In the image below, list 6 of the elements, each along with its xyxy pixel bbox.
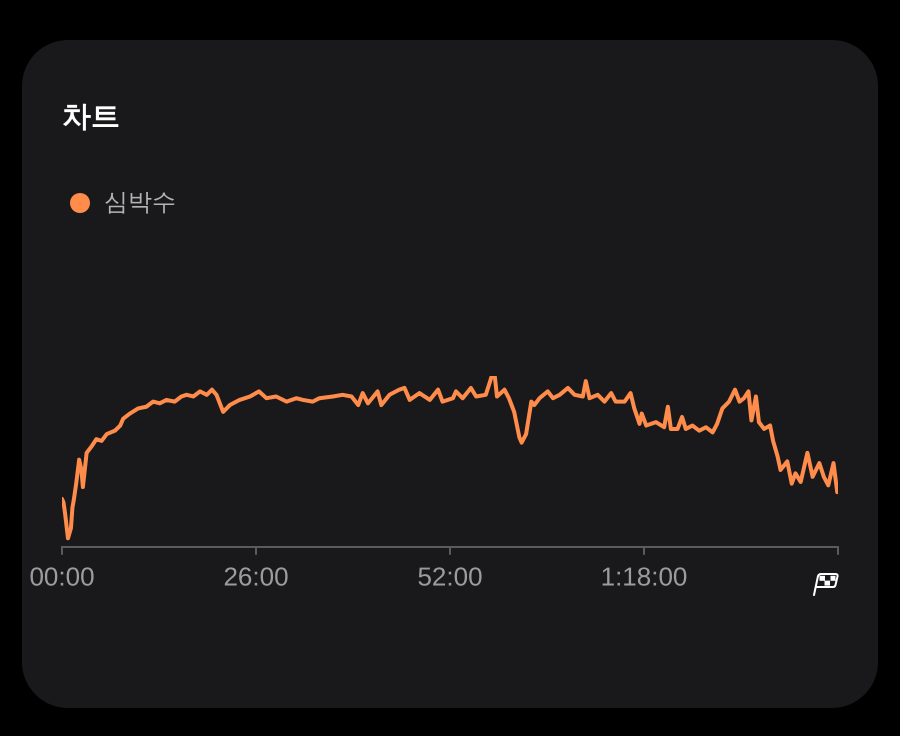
legend-label: 심박수	[104, 188, 176, 217]
x-tick-label: 1:18:00	[600, 562, 688, 592]
chart-title: 차트	[62, 100, 120, 135]
x-tick-label: 00:00	[29, 562, 95, 592]
x-tick-label: 52:00	[417, 562, 483, 592]
x-tick-label: 26:00	[223, 562, 289, 592]
